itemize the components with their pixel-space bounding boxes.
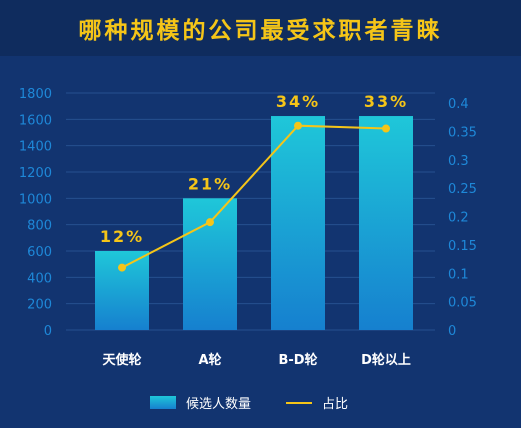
data-label: 34% [276, 92, 320, 111]
bar [95, 251, 149, 330]
data-label: 12% [100, 227, 144, 246]
share-point [118, 263, 126, 272]
share-point [294, 121, 302, 130]
chart-title: 哪种规模的公司最受求职者青睐 [78, 18, 443, 44]
category-label: D轮以上 [361, 352, 411, 368]
right-axis-tick: 0.25 [448, 182, 477, 197]
left-axis-tick: 1400 [19, 140, 52, 155]
right-axis-tick: 0.05 [448, 296, 477, 311]
left-axis-tick: 1200 [19, 166, 52, 181]
right-axis-tick: 0.1 [448, 267, 469, 282]
left-axis-tick: 1600 [19, 113, 52, 128]
category-label: B-D轮 [278, 352, 317, 368]
left-axis-tick: 0 [44, 324, 52, 339]
left-axis-tick: 200 [27, 298, 52, 313]
title-band: 哪种规模的公司最受求职者青睐 [0, 0, 521, 56]
left-axis-tick: 800 [27, 219, 52, 234]
right-axis-tick: 0.3 [448, 154, 469, 169]
share-point [382, 124, 390, 133]
right-axis-tick: 0 [448, 324, 456, 339]
share-point [206, 218, 214, 227]
right-axis-tick: 0.15 [448, 239, 477, 254]
right-axis-tick: 0.2 [448, 211, 469, 226]
legend-bar-label: 候选人数量 [186, 397, 251, 412]
category-label: A轮 [198, 352, 221, 368]
legend-line-label: 占比 [322, 397, 348, 412]
legend-bar-swatch [150, 396, 176, 409]
left-axis-tick: 400 [27, 271, 52, 286]
left-axis-tick: 1000 [19, 192, 52, 207]
data-label: 21% [188, 174, 232, 193]
category-label: 天使轮 [102, 352, 141, 368]
right-axis-tick: 0.4 [448, 97, 469, 112]
bar [183, 198, 237, 330]
right-axis-tick: 0.35 [448, 125, 477, 140]
bar [359, 116, 413, 331]
left-axis-tick: 600 [27, 245, 52, 260]
data-label: 33% [364, 92, 408, 111]
bar [271, 116, 325, 331]
share-line [121, 124, 387, 269]
left-axis-tick: 1800 [19, 87, 52, 102]
